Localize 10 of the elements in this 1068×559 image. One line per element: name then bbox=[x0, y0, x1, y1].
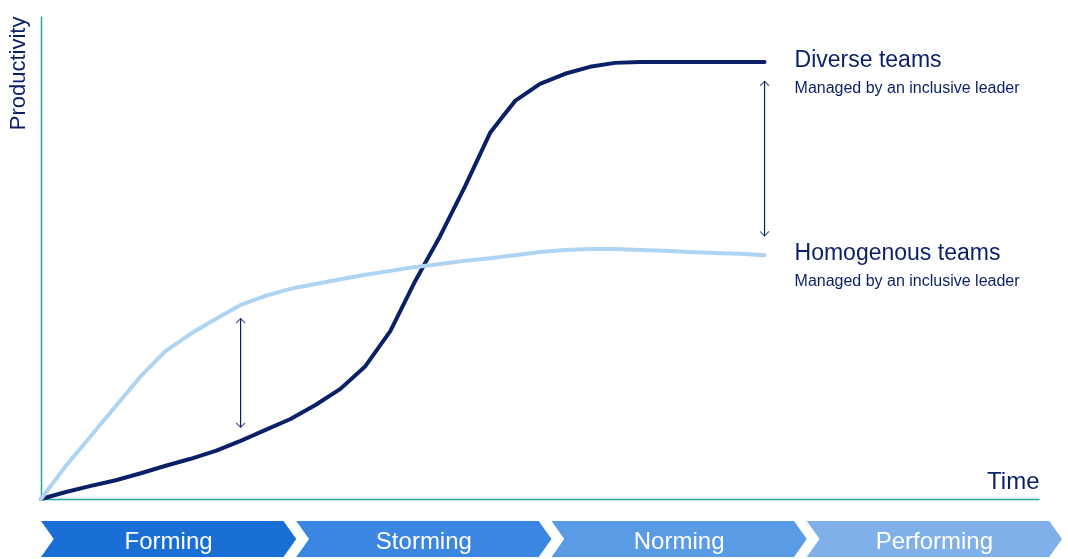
text: Norming bbox=[633, 527, 725, 554]
annotation: Managed by an inclusive leader bbox=[794, 79, 1021, 96]
y-axis-title: Productivity bbox=[4, 16, 30, 131]
series-label: Diverse teams bbox=[794, 46, 942, 72]
x-axis-title: Time bbox=[987, 466, 1040, 494]
text: Storming bbox=[375, 527, 472, 554]
series-label: Homogenous teams bbox=[794, 239, 1001, 266]
text: Forming bbox=[124, 527, 213, 554]
annotation: Managed by an inclusive leader bbox=[794, 272, 1021, 290]
text: Performing bbox=[875, 527, 994, 554]
